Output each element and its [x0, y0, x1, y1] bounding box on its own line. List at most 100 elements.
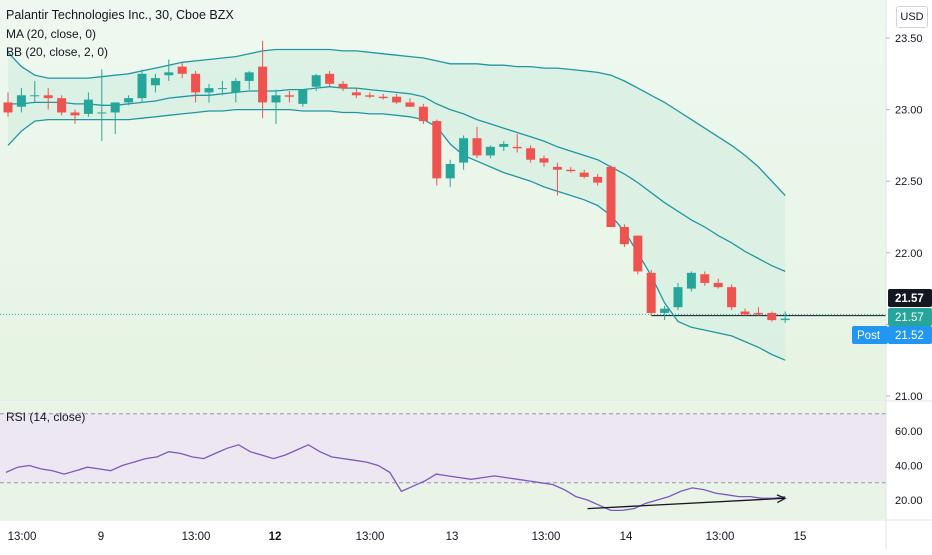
candle-body	[43, 95, 53, 99]
candle	[137, 69, 147, 103]
candle	[713, 278, 723, 289]
candle-body	[57, 98, 67, 113]
time-tick-label: 13:00	[182, 531, 211, 543]
rsi-tick-label: 40.00	[895, 461, 923, 473]
candle-body	[124, 98, 134, 103]
candle	[526, 145, 536, 163]
candle-body	[660, 308, 670, 313]
candle	[767, 311, 777, 322]
candle	[727, 284, 737, 311]
candle	[646, 269, 656, 316]
candle	[231, 78, 241, 103]
candle-body	[767, 312, 777, 321]
candle	[566, 166, 576, 173]
candle	[700, 271, 710, 286]
candle-body	[499, 143, 509, 147]
candle-body	[552, 166, 562, 170]
candle	[43, 88, 53, 110]
badge-bg	[888, 289, 932, 307]
candle	[405, 98, 415, 107]
candle	[204, 83, 214, 103]
candle-body	[284, 95, 294, 97]
candle-body	[244, 72, 254, 81]
candle	[660, 305, 670, 321]
badge-text: 21.57	[895, 312, 924, 324]
last-price-badge: 21.57	[888, 289, 932, 307]
candle	[740, 308, 750, 316]
candle-body	[365, 95, 375, 97]
candle-body	[30, 95, 40, 97]
currency-button[interactable]: USD	[896, 6, 928, 28]
candle	[485, 145, 495, 159]
bollinger-upper-band	[7, 48, 786, 196]
bollinger-fill	[8, 49, 786, 361]
candle-body	[633, 235, 643, 272]
candle	[432, 119, 442, 186]
candle-body	[231, 80, 241, 93]
candle-body	[780, 318, 790, 321]
symbol-title[interactable]: Palantir Technologies Inc., 30, Cboe BZX	[6, 8, 234, 22]
candle-body	[593, 176, 603, 183]
rsi-tick-label: 60.00	[895, 426, 923, 438]
rsi-trend-arrow[interactable]	[587, 494, 787, 510]
time-tick-label: 13:00	[8, 531, 37, 543]
candle	[365, 92, 375, 99]
trend-line[interactable]	[587, 497, 786, 510]
candle-body	[512, 146, 522, 149]
candle	[97, 69, 107, 142]
candle	[606, 165, 616, 228]
candle	[110, 102, 120, 134]
time-tick-label: 14	[620, 531, 633, 543]
candle-body	[70, 112, 80, 116]
candle-body	[432, 121, 442, 179]
candle	[30, 80, 40, 103]
ma-legend[interactable]: MA (20, close, 0)	[6, 27, 97, 41]
candle-body	[713, 282, 723, 288]
candle	[633, 235, 643, 275]
candle	[673, 282, 683, 311]
candle-body	[418, 106, 428, 122]
candle	[472, 126, 482, 159]
post-tag-bg	[852, 326, 888, 344]
candle-body	[686, 272, 696, 289]
candle-body	[97, 112, 107, 114]
rsi-legend[interactable]: RSI (14, close)	[6, 410, 86, 424]
candle	[311, 73, 321, 91]
badge-bg	[888, 326, 932, 344]
candle-body	[485, 146, 495, 156]
candle	[579, 169, 589, 179]
candle	[499, 141, 509, 152]
candle	[338, 80, 348, 91]
candle-body	[217, 88, 227, 90]
moving-average-line	[8, 86, 786, 272]
candle-body	[526, 148, 536, 160]
time-axis[interactable]: 13:00 9 13:00 12 13:00 13 13:00 14 13:00 15	[8, 531, 807, 543]
candle	[70, 109, 80, 124]
candle	[57, 95, 67, 116]
candle	[753, 307, 763, 316]
bb-legend[interactable]: BB (20, close, 2, 0)	[6, 45, 109, 59]
candle-body	[298, 89, 308, 104]
candle-body	[459, 138, 469, 163]
candle	[16, 88, 26, 113]
candle-body	[378, 96, 388, 99]
badge-bg	[888, 308, 932, 326]
time-tick-label: 13:00	[706, 531, 735, 543]
rsi-axis[interactable]: 60.00 40.00 20.00	[895, 426, 923, 507]
rsi-tick-label: 20.00	[895, 495, 923, 507]
candle	[191, 70, 201, 103]
time-tick-label: 15	[794, 531, 807, 543]
candle	[552, 162, 562, 196]
candle	[445, 159, 455, 187]
badge-text: 21.57	[895, 293, 924, 305]
candle-body	[110, 102, 120, 113]
candle-body	[753, 312, 763, 315]
time-tick-label: 12	[269, 531, 282, 543]
time-tick-label: 13:00	[356, 531, 385, 543]
candle-body	[338, 83, 348, 89]
candle	[83, 92, 93, 117]
rsi-line	[5, 444, 786, 512]
